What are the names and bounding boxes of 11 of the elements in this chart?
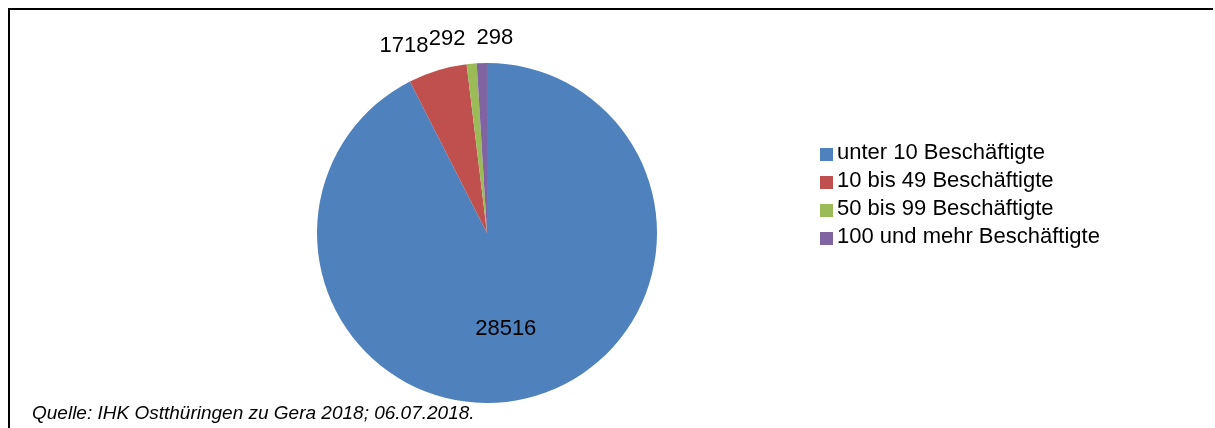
pie-slice <box>317 63 657 403</box>
legend-label: unter 10 Beschäftigte <box>837 139 1045 164</box>
data-label: 1718 <box>379 32 429 58</box>
legend-label: 10 bis 49 Beschäftigte <box>837 167 1054 192</box>
legend-label: 50 bis 99 Beschäftigte <box>837 195 1054 220</box>
legend-label: 100 und mehr Beschäftigte <box>837 223 1100 248</box>
data-label: 298 <box>476 24 514 50</box>
data-label: 292 <box>428 25 466 51</box>
source-note: Quelle: IHK Ostthüringen zu Gera 2018; 06.07.2018. <box>32 402 475 424</box>
data-label: 28516 <box>475 314 537 340</box>
pie-slice <box>409 64 487 233</box>
